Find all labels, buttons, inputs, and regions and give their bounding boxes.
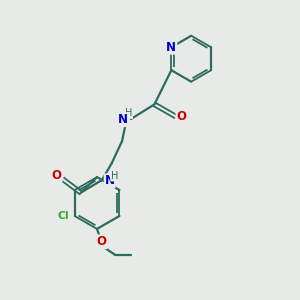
Text: O: O (96, 236, 106, 248)
Text: N: N (118, 113, 128, 126)
Text: H: H (111, 171, 118, 181)
Text: N: N (105, 174, 115, 188)
Text: H: H (125, 108, 132, 118)
Text: O: O (176, 110, 187, 123)
Text: N: N (166, 41, 176, 54)
Text: O: O (52, 169, 62, 182)
Text: Cl: Cl (58, 211, 69, 221)
